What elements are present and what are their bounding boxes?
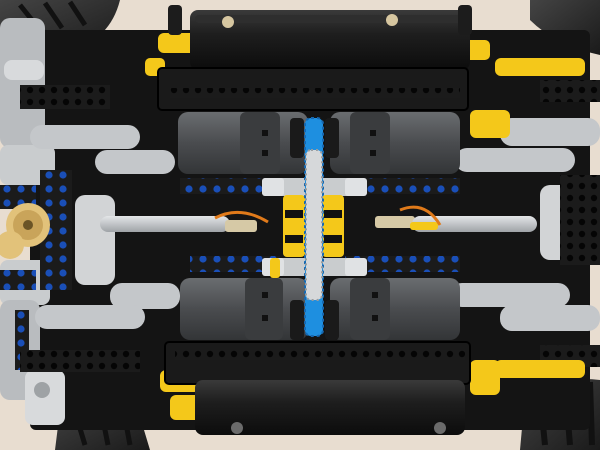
battery-box-top: [168, 5, 472, 70]
bottom-plate: [164, 341, 471, 385]
motor-lower-left: [180, 278, 308, 340]
grey-gear-center: [305, 149, 323, 301]
central-gearbox-frame: [262, 178, 362, 276]
center-pin-rows: [180, 178, 460, 272]
motor-upper-right: [330, 112, 460, 174]
battery-box-bottom: [195, 380, 465, 435]
right-frame-beams: [450, 80, 600, 367]
motor-lower-right: [330, 278, 460, 340]
motor-upper-left: [178, 112, 308, 174]
drive-rod-right: [375, 205, 537, 232]
left-pin-beams: [0, 85, 140, 372]
grey-connectors: [262, 118, 367, 340]
tan-gears-left: [0, 203, 50, 259]
drive-rod-left: [100, 210, 269, 232]
